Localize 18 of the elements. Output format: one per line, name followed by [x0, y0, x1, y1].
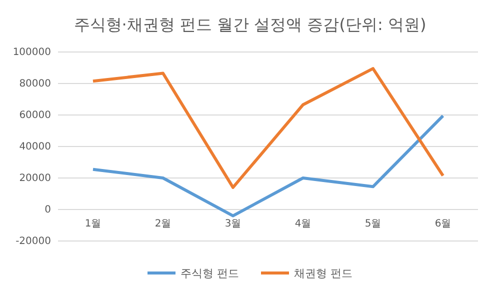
- y-tick-label: 20000: [19, 173, 51, 184]
- x-tick-label: 3월: [224, 218, 242, 230]
- x-tick-label: 2월: [154, 218, 172, 230]
- legend-label: 채권형 펀드: [294, 267, 352, 280]
- chart-title: 주식형·채권형 펀드 월간 설정액 증감(단위: 억원): [74, 15, 426, 34]
- y-tick-label: 40000: [19, 142, 51, 153]
- x-tick-label: 4월: [294, 218, 312, 230]
- y-tick-label: 60000: [19, 110, 51, 122]
- y-tick-label: 0: [44, 204, 51, 216]
- y-tick-label: 100000: [12, 47, 51, 58]
- line-series: [92, 114, 444, 218]
- y-tick-label: 80000: [19, 78, 51, 90]
- x-tick-label: 6월: [434, 218, 452, 230]
- x-tick-label: 5월: [364, 218, 382, 230]
- x-tick-label: 1월: [84, 218, 102, 230]
- y-tick-label: -20000: [16, 236, 51, 248]
- line-series: [92, 67, 444, 189]
- legend-label: 주식형 펀드: [180, 267, 239, 280]
